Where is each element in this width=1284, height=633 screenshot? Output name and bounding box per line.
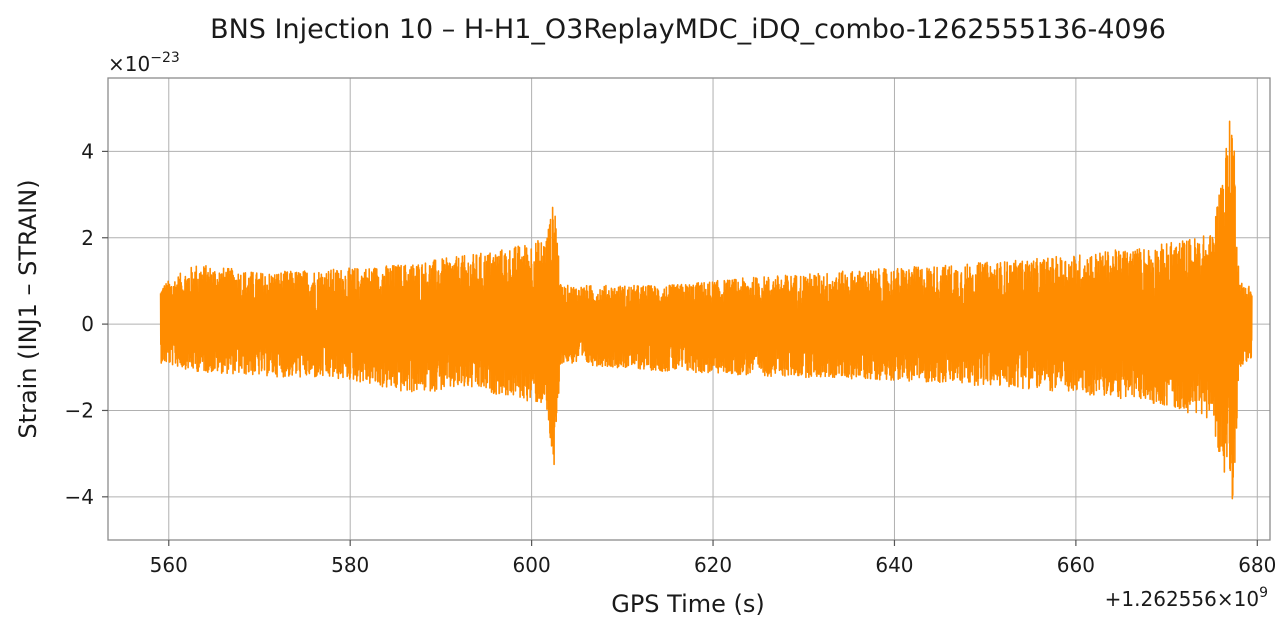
x-tick-label: 620: [694, 553, 732, 577]
y-tick-label: −2: [65, 398, 94, 422]
x-axis: 560 580 600 620 640 660 680: [150, 540, 1276, 577]
y-scale-exponent: −23: [150, 50, 180, 66]
plot-frame: [107, 77, 1271, 541]
x-offset-exponent: 9: [1259, 585, 1268, 601]
x-offset-label: +1.262556×109: [1105, 585, 1268, 611]
x-tick-label: 660: [1057, 553, 1095, 577]
y-scale-base: ×10: [108, 52, 150, 76]
chart-title: BNS Injection 10 – H-H1_O3ReplayMDC_iDQ_…: [210, 14, 1166, 45]
strain-series-line: [159, 120, 1253, 500]
y-tick-label: 0: [81, 312, 94, 336]
x-tick-label: 640: [875, 553, 913, 577]
x-axis-title: GPS Time (s): [611, 590, 765, 618]
x-tick-label: 560: [150, 553, 188, 577]
x-tick-label: 600: [513, 553, 551, 577]
x-tick-label: 580: [331, 553, 369, 577]
y-scale-label: ×10−23: [108, 50, 180, 76]
y-axis: −4 −2 0 2 4: [65, 139, 108, 509]
y-tick-label: 4: [81, 139, 94, 163]
y-tick-label: 2: [81, 226, 94, 250]
x-tick-label: 680: [1238, 553, 1276, 577]
x-offset-base: +1.262556×10: [1105, 587, 1259, 611]
y-axis-title: Strain (INJ1 – STRAIN): [14, 179, 42, 438]
y-tick-label: −4: [65, 485, 94, 509]
